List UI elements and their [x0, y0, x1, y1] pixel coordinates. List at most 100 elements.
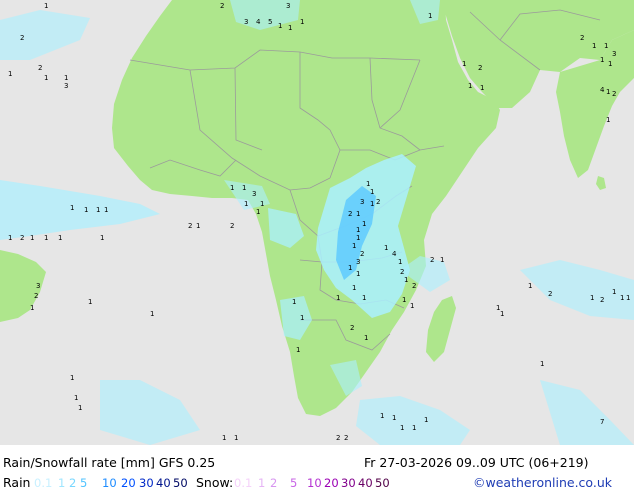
rain-amount-label: 1	[244, 200, 248, 208]
rain-amount-label: 1	[278, 22, 282, 30]
rain-legend-value: 5	[80, 476, 88, 490]
rain-amount-label: 1	[64, 74, 68, 82]
rain-legend-value: 0.1	[34, 476, 53, 490]
rain-amount-label: 1	[30, 304, 34, 312]
rain-amount-label: 1	[356, 226, 360, 234]
rain-amount-label: 1	[626, 294, 630, 302]
rain-amount-label: 1	[402, 296, 406, 304]
rain-amount-label: 4	[256, 18, 261, 26]
rain-legend-value: 40	[156, 476, 171, 490]
rain-amount-label: 1	[230, 184, 234, 192]
rain-amount-label: 1	[8, 234, 12, 242]
rain-amount-label: 1	[296, 346, 300, 354]
rain-legend-value: 30	[139, 476, 154, 490]
rain-amount-label: 3	[36, 282, 40, 290]
rain-amount-label: 1	[352, 284, 356, 292]
rain-amount-label: 1	[234, 434, 238, 442]
rain-amount-label: 1	[370, 200, 374, 208]
rain-amount-label: 3	[360, 198, 364, 206]
rain-amount-label: 1	[336, 294, 340, 302]
rain-amount-label: 1	[300, 18, 304, 26]
rain-amount-label: 1	[462, 60, 466, 68]
rain-amount-label: 1	[256, 208, 260, 216]
rain-amount-label: 1	[612, 288, 616, 296]
madagascar	[426, 296, 456, 362]
rain-amount-label: 3	[252, 190, 256, 198]
rain-amount-label: 2	[612, 90, 616, 98]
precipitation-areas	[0, 0, 634, 445]
rain-amount-label: 2	[360, 250, 364, 258]
rain-amount-label: 1	[606, 88, 610, 96]
rain-amount-label: 1	[412, 424, 416, 432]
rain-amount-label: 1	[362, 294, 366, 302]
rain-amount-label: 2	[400, 268, 404, 276]
rain-amount-label: 1	[242, 184, 246, 192]
snow-legend-value: 2	[270, 476, 278, 490]
rain-amount-label: 1	[384, 244, 388, 252]
rain-amount-label: 1	[44, 2, 48, 10]
snow-legend-label: Snow:	[196, 475, 234, 490]
rain-amount-label: 2	[38, 64, 42, 72]
rain-amount-label: 1	[410, 302, 414, 310]
snow-legend-value: 20	[324, 476, 339, 490]
rain-legend-value: 50	[173, 476, 188, 490]
sri-lanka	[596, 176, 606, 190]
rain-amount-label: 1	[44, 234, 48, 242]
rain-amount-label: 2	[348, 210, 352, 218]
rain-amount-label: 1	[74, 394, 78, 402]
rain-amount-label: 1	[260, 200, 264, 208]
rain-amount-label: 1	[400, 424, 404, 432]
rain-amount-label: 1	[404, 276, 408, 284]
map-title: Rain/Snowfall rate [mm] GFS 0.25	[3, 455, 216, 470]
rain-amount-label: 2	[188, 222, 192, 230]
rain-amount-label: 7	[600, 418, 604, 426]
india-landmass	[556, 30, 634, 178]
rain-amount-label: 3	[612, 50, 616, 58]
rain-amount-label: 1	[356, 234, 360, 242]
rain-amount-label: 1	[468, 82, 472, 90]
rain-amount-label: 1	[58, 234, 62, 242]
rain-amount-label: 1	[100, 234, 104, 242]
snow-legend-value: 10	[307, 476, 322, 490]
rain-amount-label: 1	[288, 24, 292, 32]
rain-amount-label: 1	[424, 416, 428, 424]
credit-link[interactable]: ©weatheronline.co.uk	[473, 475, 612, 490]
rain-amount-label: 1	[84, 206, 88, 214]
rain-amount-label: 1	[364, 334, 368, 342]
rain-amount-label: 1	[604, 42, 608, 50]
rain-amount-label: 1	[590, 294, 594, 302]
rain-amount-label: 2	[20, 34, 24, 42]
rain-amount-label: 1	[528, 282, 532, 290]
rain-amount-label: 1	[78, 404, 82, 412]
south-america-edge	[0, 250, 46, 322]
rain-amount-label: 1	[300, 314, 304, 322]
rain-amount-label: 2	[478, 64, 482, 72]
map-footer: Rain/Snowfall rate [mm] GFS 0.25 Fr 27-0…	[0, 445, 634, 490]
snow-legend-value: 30	[341, 476, 356, 490]
snow-legend-value: 0.1	[234, 476, 253, 490]
rain-amount-label: 1	[540, 360, 544, 368]
rain-amount-label: 1	[392, 414, 396, 422]
rain-amount-label: 1	[496, 304, 500, 312]
rain-amount-label: 1	[70, 204, 74, 212]
rain-amount-label: 1	[600, 56, 604, 64]
rain-amount-label: 1	[398, 258, 402, 266]
rain-amount-label: 1	[196, 222, 200, 230]
rain-amount-label: 1	[592, 42, 596, 50]
snow-legend-value: 40	[358, 476, 373, 490]
rain-legend-value: 1	[58, 476, 66, 490]
rain-amount-label: 1	[606, 116, 610, 124]
rain-amount-label: 1	[608, 60, 612, 68]
rain-amount-label: 3	[356, 258, 360, 266]
rain-amount-label: 1	[620, 294, 624, 302]
snow-legend-value: 50	[375, 476, 390, 490]
rain-amount-label: 4	[600, 86, 605, 94]
rain-amount-label: 1	[222, 434, 226, 442]
rain-amount-label: 1	[428, 12, 432, 20]
rain-amount-label: 1	[356, 270, 360, 278]
rain-amount-label: 1	[104, 206, 108, 214]
rain-amount-label: 1	[366, 180, 370, 188]
